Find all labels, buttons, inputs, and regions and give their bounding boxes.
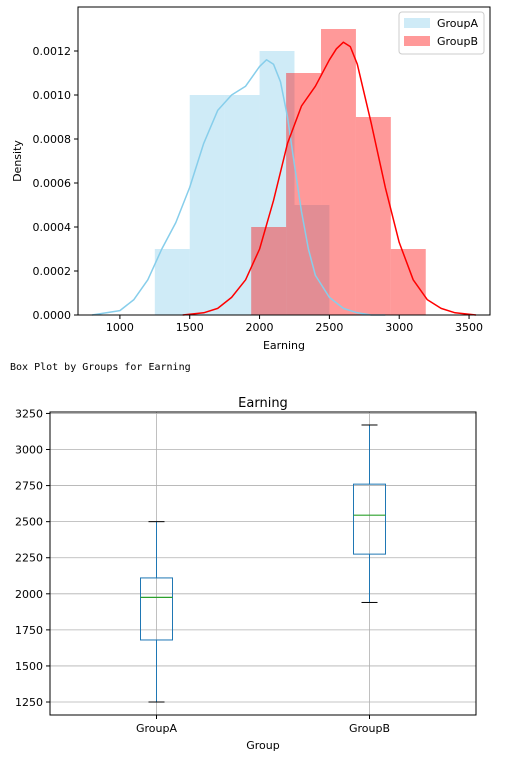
y-tick-label: 1500 [15,660,43,673]
x-tick-label: 3000 [385,321,413,334]
y-axis-label: Density [11,140,24,182]
x-tick-label: GroupB [349,722,390,735]
bar-groupb-3 [355,117,391,315]
y-tick-label: 3250 [15,407,43,420]
bar-groupb-4 [390,249,426,315]
bar-groupa-0 [154,249,190,315]
box-plot-area [50,412,476,715]
bar-groupa-3 [259,51,295,315]
histogram-axes: 1000 1500 2000 2500 3000 3500 0.0000 0.0002 0.00… [11,6,491,352]
y-tick-label: 0.0012 [33,45,72,58]
box-plot-chart: Earning 1250 1500 1750 2000 2250 2500 2750 3000 3… [15,396,477,752]
legend-swatch-groupa [404,18,430,28]
legend-box [398,11,485,55]
box-plot-axes: Earning 1250 1500 1750 2000 2250 2500 2750 3000 3… [15,396,477,752]
x-tick-label: 2000 [246,321,274,334]
x-tick-label: 2500 [315,321,343,334]
y-tick-label: 0.0004 [33,221,72,234]
x-axis-label: Earning [263,339,305,352]
x-tick-label: GroupA [136,722,177,735]
y-tick-label: 2750 [15,480,43,493]
bar-groupa-2 [224,95,260,315]
y-tick-label: 1250 [15,696,43,709]
histogram-legend: GroupA GroupB [398,11,485,55]
box-groupa [140,577,173,641]
x-tick-label: 1500 [176,321,204,334]
histogram-plot-area [91,29,477,316]
bar-groupb-1 [286,73,322,315]
histogram-frame [77,6,491,316]
bar-groupa-1 [189,95,225,315]
density-histogram-chart: 1000 1500 2000 2500 3000 3500 0.0000 0.0002 0.00… [11,6,491,352]
legend-label-groupb: GroupB [437,35,478,48]
kde-line-groupa [91,59,386,316]
box-plot-caption: Box Plot by Groups for Earning [10,362,191,373]
y-tick-label: 2000 [15,588,43,601]
bar-groupb-2 [321,29,356,315]
x-tick-label: 1000 [106,321,134,334]
kde-line-groupb [182,41,477,316]
y-tick-label: 1750 [15,624,43,637]
y-tick-label: 0.0002 [33,265,72,278]
bar-groupb-0 [251,227,287,315]
y-tick-label: 3000 [15,444,43,457]
x-axis-label: Group [246,739,280,752]
y-tick-label: 0.0006 [33,177,72,190]
y-tick-label: 0.0000 [33,309,72,322]
y-tick-label: 2250 [15,552,43,565]
y-tick-label: 2500 [15,516,43,529]
box-plot-frame [49,411,477,716]
y-tick-label: 0.0010 [33,89,72,102]
box-plot-title: Earning [238,396,288,411]
legend-swatch-groupb [404,36,430,46]
x-tick-label: 3500 [455,321,483,334]
legend-label-groupa: GroupA [437,17,478,30]
box-groupb [353,483,386,555]
y-tick-label: 0.0008 [33,133,72,146]
